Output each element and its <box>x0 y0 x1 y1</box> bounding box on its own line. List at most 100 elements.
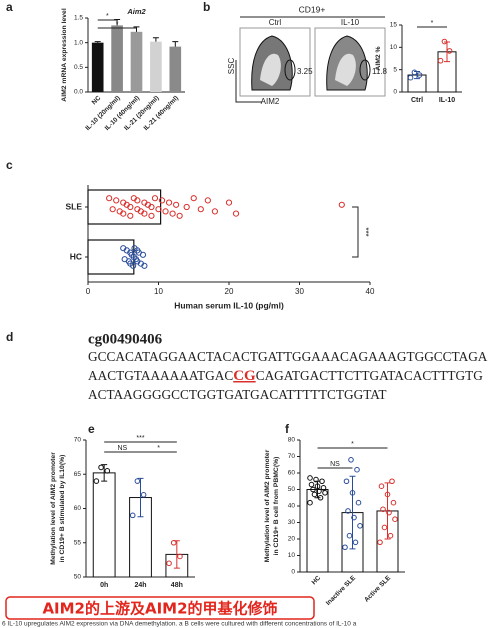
data-point <box>173 201 180 208</box>
sequence-line: GCCACATAGGAACTACACTGATTGGAAACAGAAAGTGGCC… <box>88 349 488 364</box>
y-tick-label: 60 <box>288 470 296 477</box>
panel-letter: b <box>203 0 210 14</box>
x-tick-label: 48h <box>171 582 183 589</box>
bar <box>306 489 329 573</box>
data-point <box>166 560 172 567</box>
data-point <box>98 464 104 471</box>
data-point <box>392 516 398 523</box>
y-axis-label: AIM2 % <box>375 46 382 70</box>
caption: 6 IL-10 upregulates AIM2 expression via … <box>2 621 357 628</box>
bar <box>150 41 162 92</box>
banner-box <box>5 596 315 620</box>
y-tick-label: 1.0 <box>74 39 83 46</box>
y-tick-label: 65 <box>74 471 82 478</box>
x-tick-label: 40 <box>366 287 375 296</box>
gate-value: 3.25 <box>297 67 313 76</box>
error-bar <box>101 464 108 482</box>
sequence-line: ACTAAGGGGCCTGGTGATGACATTTTTCTGGTAT <box>88 387 387 402</box>
x-tick-label: IL-10 <box>439 97 455 104</box>
y-axis-label: AIM2 mRNA expression level <box>61 8 68 102</box>
y-tick-label: 10 <box>390 44 398 51</box>
y-tick-label: 80 <box>288 437 296 444</box>
flow-core <box>260 53 281 86</box>
data-point <box>319 478 325 485</box>
flow-plots <box>235 27 386 103</box>
data-point <box>416 72 423 78</box>
sequence-line: AACTGTAAAAAATGACCGCAGATGACTTCTTGATACACTT… <box>88 368 483 384</box>
x-tick-label: 24h <box>134 582 146 589</box>
sequence-id: cg00490406 <box>88 331 163 347</box>
data-point <box>120 210 127 217</box>
data-point <box>148 203 155 211</box>
x-tick-label: NC <box>91 94 103 106</box>
data-point <box>177 553 183 560</box>
panel-letter: a <box>6 0 13 14</box>
data-point <box>183 203 190 211</box>
x-tick-label: 30 <box>295 287 304 296</box>
y-tick-label: 70 <box>74 437 82 444</box>
x-tick-label: 10 <box>154 287 163 296</box>
data-point <box>377 539 383 546</box>
data-point <box>381 524 388 531</box>
data-point <box>134 197 141 204</box>
data-point <box>176 212 183 219</box>
bar <box>91 42 104 92</box>
data-point <box>355 499 362 506</box>
gate <box>284 59 296 81</box>
error-bar <box>94 41 101 43</box>
data-point <box>225 199 233 206</box>
y-tick-label: SLE <box>65 201 82 211</box>
banner: AIM2的上游及AIM2的甲基化修饰 <box>42 600 277 618</box>
data-point <box>342 544 348 551</box>
data-point <box>310 486 316 493</box>
data-point <box>390 499 397 506</box>
sig-label: NS <box>330 461 340 468</box>
data-point <box>109 206 116 213</box>
sig-bracket <box>352 206 359 258</box>
sig-label: * <box>116 21 119 28</box>
x-tick-label: HC <box>311 574 323 586</box>
error-bar <box>172 41 179 47</box>
data-point <box>129 512 136 519</box>
data-point <box>316 488 322 494</box>
panel-letter: c <box>6 158 13 172</box>
x-tick-label: 0h <box>100 582 108 589</box>
bar <box>130 31 143 93</box>
data-point <box>141 210 148 217</box>
sequence-part: AACTGTAAAAAATGAC <box>88 368 233 383</box>
y-tick-label: 30 <box>288 519 296 526</box>
data-point <box>313 476 319 483</box>
data-point <box>140 492 147 498</box>
data-point <box>389 478 395 485</box>
data-point <box>93 478 100 484</box>
data-point <box>155 206 162 213</box>
data-point <box>211 208 218 215</box>
flow-panel-label: Ctrl <box>269 18 282 27</box>
data-point <box>165 199 173 206</box>
panel-letter: f <box>285 422 290 436</box>
data-point <box>127 212 134 219</box>
y-tick-label: 40 <box>288 503 296 510</box>
data-point <box>314 483 321 490</box>
data-point <box>320 485 327 491</box>
data-point <box>352 539 359 546</box>
y-tick-label: 5 <box>393 66 397 73</box>
data-point <box>170 539 177 546</box>
data-point <box>151 195 159 202</box>
panel-letter: e <box>88 422 95 436</box>
error-bar <box>152 37 159 42</box>
x-tick-label: Ctrl <box>411 97 423 104</box>
data-point <box>386 509 392 516</box>
flow-x-label: AIM2 <box>261 97 280 106</box>
y-tick-label: 10 <box>288 552 296 559</box>
data-point <box>204 197 211 204</box>
y-tick-label: 70 <box>288 453 296 460</box>
sig-label: *** <box>361 227 370 236</box>
sig-label: * <box>106 13 109 20</box>
error-bar <box>349 475 356 550</box>
data-point <box>106 195 113 202</box>
flow-panel-label: IL-10 <box>341 18 360 27</box>
data-point <box>158 197 166 204</box>
